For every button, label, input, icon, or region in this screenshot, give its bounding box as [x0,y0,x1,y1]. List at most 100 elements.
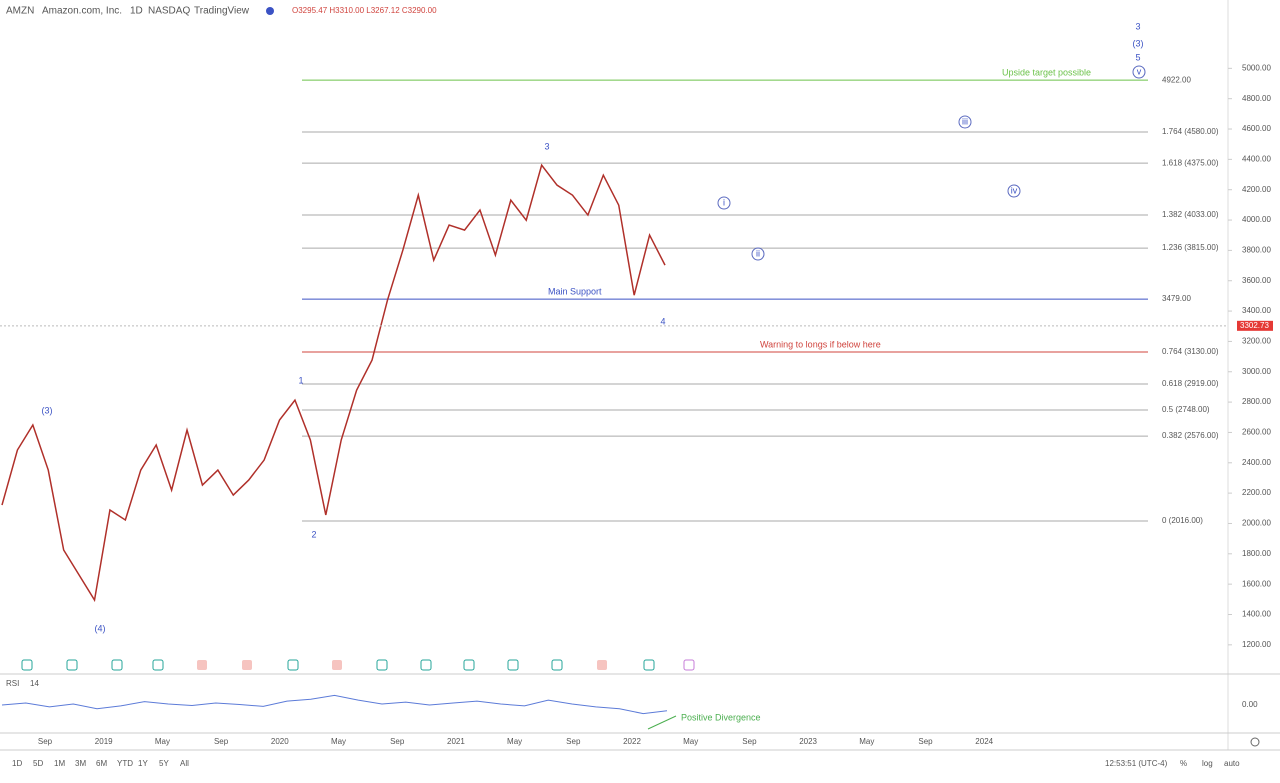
wave-label: (3) [42,405,53,415]
wave-label: v [1137,66,1142,76]
x-tick-label: Sep [390,737,405,746]
level-label: 0.764 (3130.00) [1162,347,1219,356]
event-icon[interactable] [197,660,207,670]
event-icon[interactable] [683,659,695,671]
y-tick-label: 4400.00 [1242,154,1271,163]
event-icon[interactable] [152,659,164,671]
range-button[interactable]: YTD [117,759,133,768]
settings-button[interactable] [1250,737,1260,747]
name: Amazon.com, Inc. [42,6,122,17]
divergence-note: Positive Divergence [681,712,761,722]
y-tick-label: 4800.00 [1242,94,1271,103]
level-label: 1.764 (4580.00) [1162,127,1219,136]
x-tick-label: 2020 [271,737,289,746]
level-label: 0 (2016.00) [1162,516,1203,525]
wave-label: iv [1011,185,1018,195]
indicator-setting: 14 [30,679,39,688]
wave-label: 2 [311,529,316,539]
indicator-name: RSI [6,679,19,688]
event-icon[interactable] [287,659,299,671]
level-note: Warning to longs if below here [760,339,881,349]
range-button[interactable]: All [180,759,189,768]
wave-label: (4) [95,623,106,633]
last-price-tag [1237,320,1273,331]
level-label: 1.236 (3815.00) [1162,243,1219,252]
event-icon[interactable] [597,660,607,670]
range-button[interactable]: 6M [96,759,107,768]
y-tick-label: 4600.00 [1242,124,1271,133]
event-icons [21,659,695,671]
price-axis-bg [1228,0,1280,778]
wave-label: 3 [1135,21,1140,31]
range-button[interactable]: 5D [33,759,43,768]
y-tick-label: 3400.00 [1242,306,1271,315]
y-tick-label: 2000.00 [1242,519,1271,528]
event-icon[interactable] [332,660,342,670]
x-tick-label: 2022 [623,737,641,746]
level-note: Upside target possible [1002,68,1091,78]
y-tick-label: 3200.00 [1242,337,1271,346]
range-button[interactable]: 1D [12,759,22,768]
wave-label: 4 [660,316,665,326]
wave-circle [1132,65,1146,79]
y-tick-label: 2600.00 [1242,428,1271,437]
scale-option[interactable]: log [1202,759,1213,768]
clock: 12:53:51 (UTC-4) [1105,759,1168,768]
y-tick-label: 1800.00 [1242,549,1271,558]
status-dot[interactable] [266,7,274,15]
scale-option[interactable]: % [1180,759,1187,768]
range-button[interactable]: 3M [75,759,86,768]
wave-label: 3 [544,141,549,151]
wave-label: ii [756,248,760,258]
level-label: 0.5 (2748.00) [1162,405,1210,414]
y-tick-label: 1400.00 [1242,610,1271,619]
ohlc: O3295.47 H3310.00 L3267.12 C3290.00 [292,6,437,15]
exchange: NASDAQ [148,6,190,17]
level-label: 3479.00 [1162,294,1191,303]
x-tick-label: Sep [38,737,53,746]
x-tick-label: May [155,737,170,746]
y-tick-label: 2400.00 [1242,458,1271,467]
event-icon[interactable] [21,659,33,671]
scale-option[interactable]: auto [1224,759,1240,768]
wave-label: iii [962,116,968,126]
range-button[interactable]: 1M [54,759,65,768]
wave-circle [958,115,972,129]
y-tick-label: 4000.00 [1242,215,1271,224]
event-icon[interactable] [507,659,519,671]
y-tick-label: 1200.00 [1242,640,1271,649]
x-tick-label: Sep [918,737,933,746]
wave-label: (3) [1133,38,1144,48]
x-tick-label: 2021 [447,737,465,746]
event-icon[interactable] [551,659,563,671]
x-tick-label: May [859,737,874,746]
interval: 1D [130,6,143,17]
level-label: 0.618 (2919.00) [1162,379,1219,388]
y-tick-label: 2800.00 [1242,397,1271,406]
wave-circle [751,247,765,261]
wave-label: 1 [298,375,303,385]
event-icon[interactable] [643,659,655,671]
y-tick-label: 3000.00 [1242,367,1271,376]
x-tick-label: May [507,737,522,746]
range-button[interactable]: 1Y [138,759,148,768]
x-tick-label: Sep [214,737,229,746]
symbol: AMZN [6,6,34,17]
x-tick-label: 2023 [799,737,817,746]
range-button[interactable]: 5Y [159,759,169,768]
level-note: Main Support [548,286,602,296]
event-icon[interactable] [376,659,388,671]
y-tick-label: 1600.00 [1242,579,1271,588]
event-icon[interactable] [463,659,475,671]
source: TradingView [194,6,250,17]
event-icon[interactable] [242,660,252,670]
divergence-line [647,715,677,730]
x-tick-label: May [683,737,698,746]
y-tick-label: 3800.00 [1242,245,1271,254]
event-icon[interactable] [66,659,78,671]
x-tick-label: 2019 [95,737,113,746]
x-tick-label: May [331,737,346,746]
event-icon[interactable] [111,659,123,671]
y-tick-label: 5000.00 [1242,63,1271,72]
event-icon[interactable] [420,659,432,671]
